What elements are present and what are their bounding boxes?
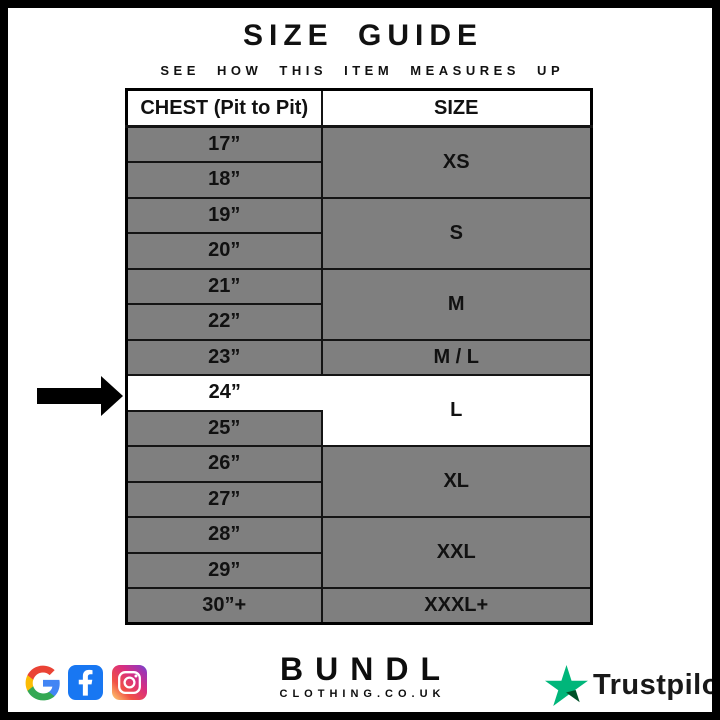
table-row: 23” M / L [125,338,593,376]
chest-cell-18: 18” [125,161,323,199]
chest-column-header: CHEST (Pit to Pit) [125,88,323,128]
chest-cell-27: 27” [125,481,323,518]
table-row: 19” S [125,196,593,270]
size-cell-m-l: M / L [320,338,593,376]
table-row: 29” [125,552,592,589]
chest-cell-29: 29” [125,552,323,589]
page-title: SIZE GUIDE [242,19,484,52]
chest-cell-20: 20” [125,232,323,270]
table-row: 27” [125,481,592,518]
trustpilot-label: Trustpilot [593,668,720,701]
size-table: CHEST (Pit to Pit) SIZE 17” XS 18” 19” S… [125,88,593,625]
table-row: 30”+ XXXL+ [125,587,593,625]
instagram-icon[interactable] [112,665,147,700]
page-subtitle: SEE HOW THIS ITEM MEASURES UP [160,63,565,78]
trustpilot-logo[interactable]: Trustpilot [545,662,720,708]
brand-name: BUNDL [280,651,452,687]
size-cell-xl: XL [320,445,593,518]
size-cell-l-highlighted: L [321,374,593,447]
size-cell-xs: XS [320,125,593,199]
chest-cell-21: 21” [125,267,323,305]
chest-cell-22: 22” [125,303,323,341]
facebook-icon[interactable] [68,665,103,700]
brand-block: BUNDL CLOTHING.CO.UK [8,652,712,700]
google-icon[interactable] [24,664,62,702]
table-row: 26” XL [125,445,593,518]
table-row: 20” [125,232,592,270]
table-row: 21” M [125,267,593,341]
chest-cell-17: 17” [125,125,323,163]
chest-cell-26: 26” [125,445,323,483]
chest-cell-19: 19” [125,196,323,234]
table-row: 28” XXL [125,516,593,589]
trustpilot-star-icon [545,664,588,706]
row-indicator-arrow-icon [37,376,123,416]
size-cell-s: S [320,196,593,270]
brand-domain: CLOTHING.CO.UK [279,688,446,700]
table-row-highlighted: 24” L [125,374,593,447]
size-cell-m: M [320,267,593,341]
chest-cell-28: 28” [125,516,323,554]
table-row: 18” [125,161,592,199]
chest-cell-30plus: 30”+ [125,587,323,625]
chest-cell-25: 25” [125,409,323,447]
chest-cell-23: 23” [125,338,323,376]
size-cell-xxxlplus: XXXL+ [320,587,593,625]
chest-cell-24-highlighted: 24” [125,374,322,412]
table-header-row: CHEST (Pit to Pit) SIZE [125,88,593,128]
table-row: 22” [125,303,592,341]
size-column-header: SIZE [320,88,593,128]
size-cell-xxl: XXL [320,516,593,589]
table-row: 25” [125,409,592,447]
table-row: 17” XS [125,125,593,199]
